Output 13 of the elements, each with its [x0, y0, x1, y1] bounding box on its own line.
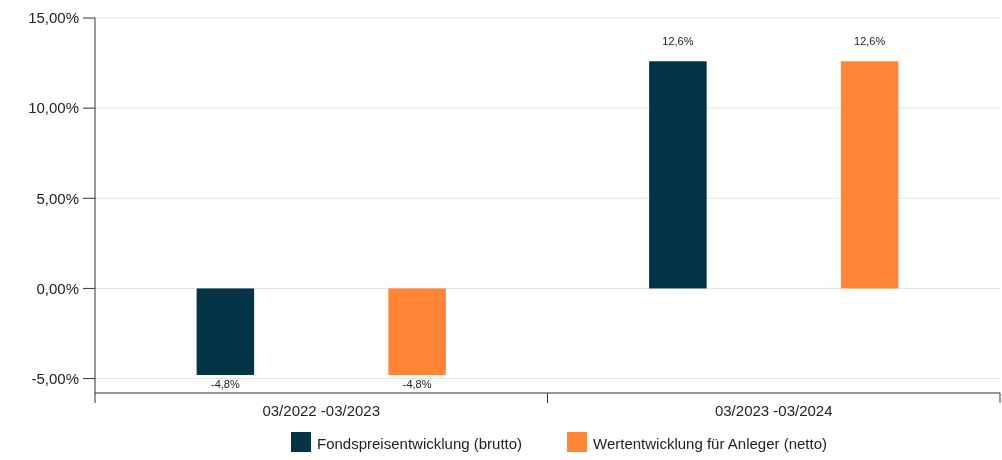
y-tick-label: 10,00% [28, 99, 79, 117]
x-tick-label: 03/2022 -03/2023 [262, 402, 381, 419]
data-label: -4,8% [211, 377, 240, 390]
y-tick-label: -5,00% [31, 369, 79, 387]
y-tick-label: 15,00% [28, 9, 79, 27]
x-tick-label: 03/2023 -03/2024 [714, 402, 833, 419]
data-label: 12,6% [854, 35, 886, 48]
data-label: 12,6% [662, 35, 694, 48]
y-tick-label: 0,00% [36, 279, 79, 297]
y-tick-label: 5,00% [36, 189, 79, 207]
data-label: -4,8% [402, 377, 432, 390]
legend-label: Fondspreisentwicklung (brutto) [317, 435, 523, 453]
legend-label: Wertentwicklung für Anleger (netto) [593, 435, 828, 453]
